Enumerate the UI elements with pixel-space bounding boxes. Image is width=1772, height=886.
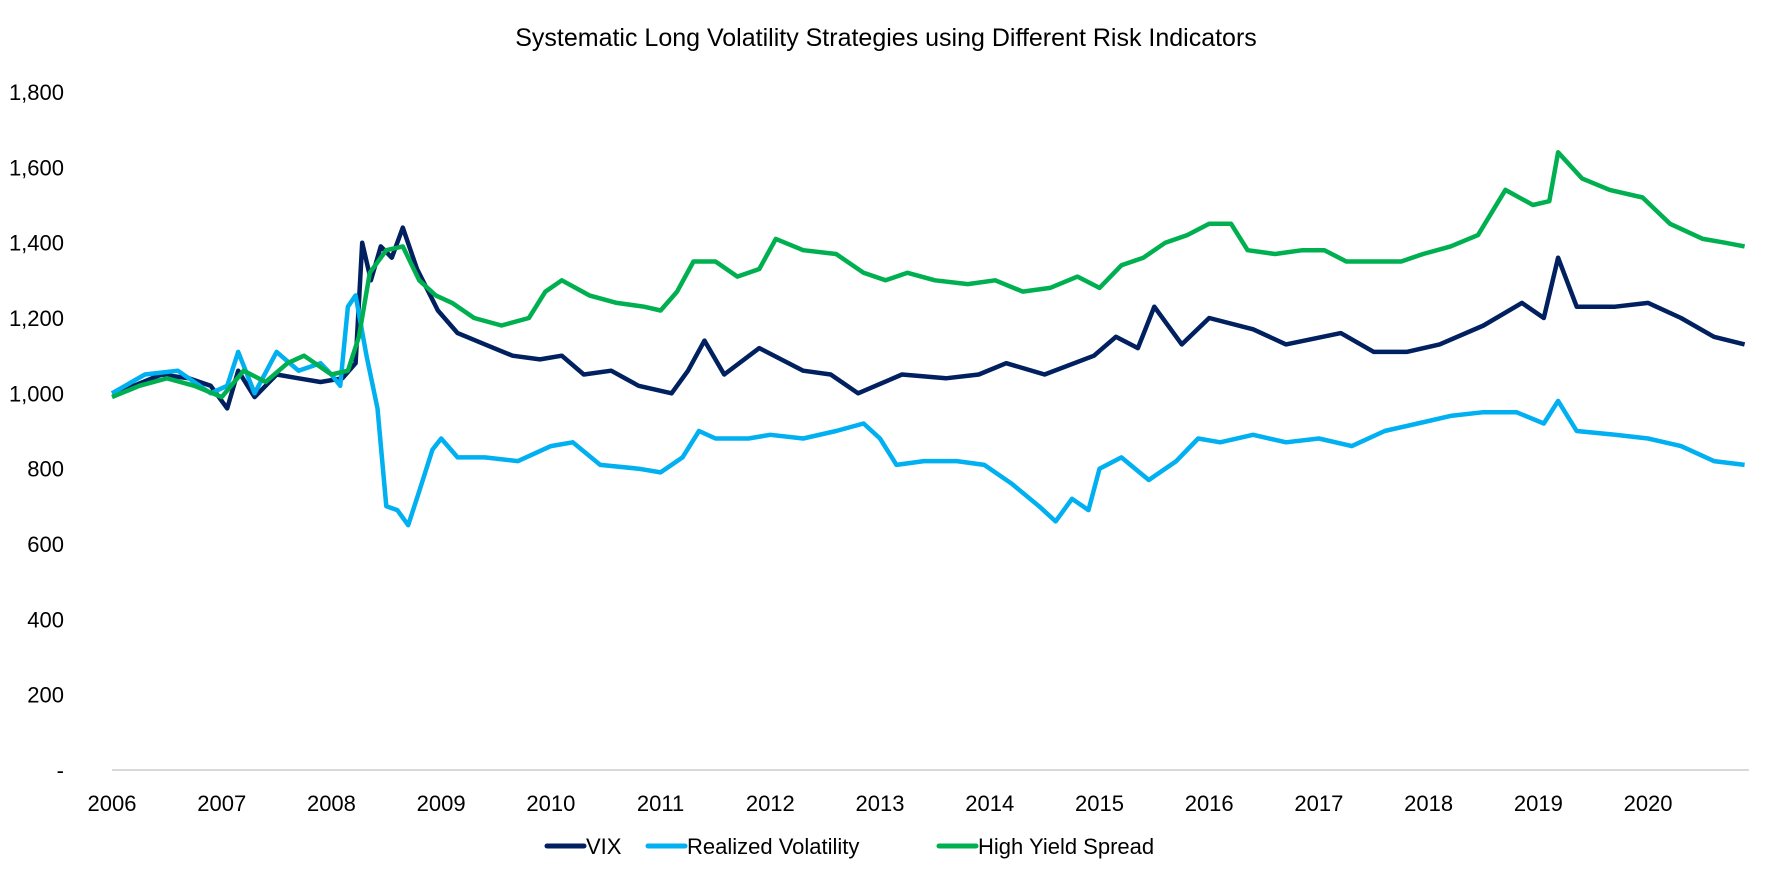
y-tick-label: -	[57, 758, 64, 783]
series-line-vix	[111, 225, 1746, 411]
y-tick-label: 1,400	[9, 231, 64, 256]
y-tick-label: 1,200	[9, 306, 64, 331]
x-tick-label: 2019	[1514, 791, 1563, 816]
y-axis: - 200 400 600 800 1,000 1,200 1,400 1,600 1,800	[9, 80, 64, 783]
x-tick-label: 2018	[1404, 791, 1453, 816]
x-tick-label: 2016	[1185, 791, 1234, 816]
x-tick-label: 2020	[1624, 791, 1673, 816]
legend-item: VIX	[544, 834, 622, 859]
x-tick-label: 2017	[1294, 791, 1343, 816]
legend-label: VIX	[586, 834, 622, 859]
y-tick-label: 1,000	[9, 381, 64, 406]
y-tick-label: 400	[27, 607, 64, 632]
chart-title: Systematic Long Volatility Strategies us…	[515, 24, 1257, 52]
legend: VIX Realized Volatility High Yield Spread	[544, 834, 1154, 859]
x-tick-label: 2011	[637, 791, 684, 816]
x-tick-label: 2006	[88, 791, 137, 816]
x-tick-label: 2010	[526, 791, 575, 816]
legend-label: High Yield Spread	[978, 834, 1154, 859]
legend-label: Realized Volatility	[687, 834, 859, 859]
x-axis: 2006 2007 2008 2009 2010 2011 2012 2013 2014 2015…	[88, 791, 1673, 816]
series-line-high-yield-spread	[111, 150, 1746, 400]
x-tick-label: 2007	[197, 791, 246, 816]
y-tick-label: 1,800	[9, 80, 64, 105]
legend-item: High Yield Spread	[936, 834, 1154, 859]
x-tick-label: 2013	[856, 791, 905, 816]
x-tick-label: 2009	[417, 791, 466, 816]
y-tick-label: 600	[27, 532, 64, 557]
x-tick-label: 2012	[746, 791, 795, 816]
y-tick-label: 800	[27, 457, 64, 482]
y-tick-label: 200	[27, 683, 64, 708]
x-tick-label: 2008	[307, 791, 356, 816]
series-lines	[110, 150, 1746, 528]
series-line-realized-volatility	[110, 293, 1745, 528]
y-tick-label: 1,600	[9, 155, 64, 180]
legend-item: Realized Volatility	[645, 834, 859, 859]
x-tick-label: 2014	[965, 791, 1014, 816]
x-tick-label: 2015	[1075, 791, 1124, 816]
